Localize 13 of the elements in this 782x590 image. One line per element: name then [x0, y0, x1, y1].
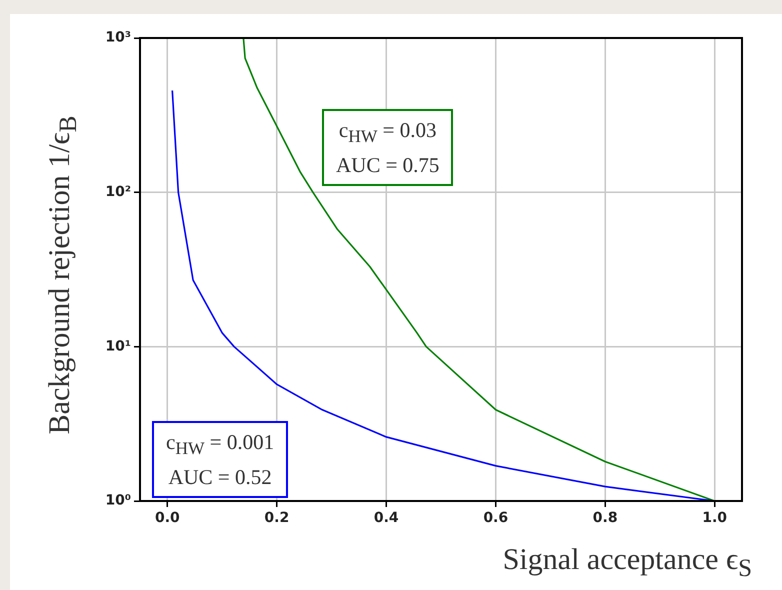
y-tick-label: 10¹	[105, 338, 131, 354]
x-tick-label: 0.4	[374, 510, 399, 526]
x-tick-label: 0.2	[264, 510, 290, 526]
x-axis-title: Signal acceptance ϵ$_{S}$	[502, 543, 752, 583]
x-tick-label: 0.0	[154, 510, 180, 526]
y-tick-label: 10⁰	[105, 492, 131, 509]
y-tick-label: 10³	[105, 30, 131, 46]
x-tick-label: 1.0	[702, 510, 728, 526]
x-tick-label: 0.6	[483, 510, 508, 526]
x-tick-label: 0.8	[592, 510, 618, 526]
y-tick-label: 10²	[105, 184, 131, 200]
annotation: c$_{HW}$ = 0.03 AUC = 0.75	[322, 109, 454, 186]
annotation: c$_{HW}$ = 0.001 AUC = 0.52	[152, 421, 288, 498]
